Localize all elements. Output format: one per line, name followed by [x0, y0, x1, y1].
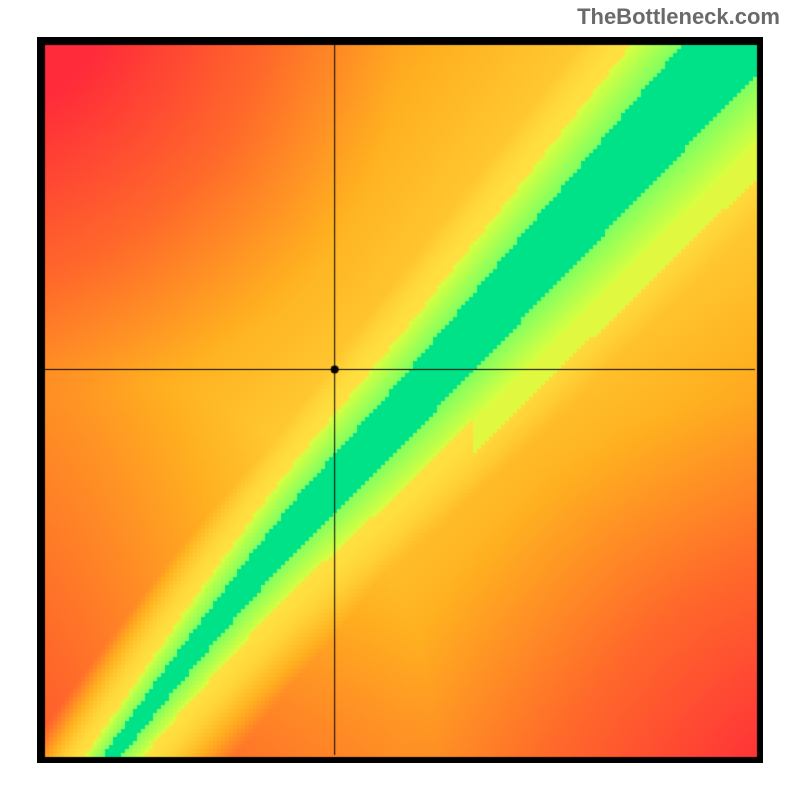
heatmap-canvas [37, 37, 763, 763]
chart-container: TheBottleneck.com [0, 0, 800, 800]
heatmap-plot [37, 37, 763, 763]
attribution-text: TheBottleneck.com [577, 4, 780, 30]
